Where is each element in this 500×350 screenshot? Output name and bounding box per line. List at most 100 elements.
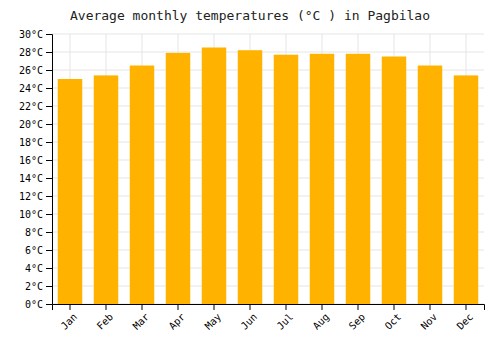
tick-label: 24°C: [19, 83, 43, 94]
tick: 16°C: [19, 155, 52, 166]
tick: Jul: [275, 304, 296, 332]
tick-label: Apr: [167, 311, 188, 332]
tick-label: 30°C: [19, 29, 43, 40]
tick: 18°C: [19, 137, 52, 148]
tick-mark: [46, 160, 52, 161]
tick-mark: [46, 250, 52, 251]
tick-label: 22°C: [19, 101, 43, 112]
tick-mark: [142, 304, 143, 310]
bar: [454, 75, 478, 304]
tick: 2°C: [25, 281, 52, 292]
chart: Average monthly temperatures (°C ) in Pa…: [0, 0, 500, 350]
plot: 0°C 2°C 4°C 6°C 8°C 10°C 12°C 14°C 16°C 18°C 20°C 2…: [19, 29, 485, 332]
tick: 26°C: [19, 65, 52, 76]
bar: [166, 53, 190, 304]
tick-label: May: [203, 311, 224, 332]
tick-mark: [46, 232, 52, 233]
tick-label: Mar: [131, 311, 152, 332]
tick: 24°C: [19, 83, 52, 94]
tick-mark: [46, 178, 52, 179]
bar: [94, 75, 118, 304]
tick: Mar: [131, 304, 152, 332]
tick: 12°C: [19, 191, 52, 202]
tick: 22°C: [19, 101, 52, 112]
tick-label: 18°C: [19, 137, 43, 148]
bar: [238, 50, 262, 304]
tick-label: 20°C: [19, 119, 43, 130]
grid-line: [52, 34, 484, 35]
tick-mark: [46, 286, 52, 287]
tick: 6°C: [25, 245, 52, 256]
bar: [418, 66, 442, 305]
tick-label: Jan: [59, 311, 80, 332]
tick-mark: [322, 304, 323, 310]
tick-mark: [46, 304, 52, 305]
grid: [52, 34, 484, 304]
tick: Jan: [59, 304, 80, 332]
tick-label: 6°C: [25, 245, 43, 256]
tick: 8°C: [25, 227, 52, 238]
tick-label: Nov: [419, 311, 440, 332]
bar: [382, 57, 406, 305]
tick-mark: [70, 304, 71, 310]
grid-line: [52, 52, 484, 53]
bar: [346, 54, 370, 304]
tick-label: 8°C: [25, 227, 43, 238]
tick: 28°C: [19, 47, 52, 58]
tick-label: Aug: [311, 311, 332, 332]
tick-label: 10°C: [19, 209, 43, 220]
tick-label: Jul: [275, 311, 296, 332]
tick-label: 2°C: [25, 281, 43, 292]
tick-mark: [466, 304, 467, 310]
tick-label: Jun: [239, 311, 260, 332]
bar: [130, 66, 154, 305]
tick-label: 4°C: [25, 263, 43, 274]
tick: Apr: [167, 304, 188, 332]
tick-label: 16°C: [19, 155, 43, 166]
tick: Oct: [383, 304, 404, 332]
axis-line: [46, 35, 53, 305]
tick-label: Dec: [455, 311, 476, 332]
axis-line: [53, 305, 485, 311]
tick: 0°C: [25, 299, 52, 310]
x-axis: Jan Feb Mar Apr May Jun Jul Aug Sep Oct Nov Dec: [53, 304, 485, 332]
tick: Feb: [95, 304, 116, 332]
tick-label: 14°C: [19, 173, 43, 184]
tick-mark: [46, 196, 52, 197]
bars: [58, 48, 478, 305]
bar: [202, 48, 226, 305]
tick: Jun: [239, 304, 260, 332]
tick-label: Feb: [95, 311, 116, 332]
tick-mark: [358, 304, 359, 310]
tick-label: 12°C: [19, 191, 43, 202]
tick-label: Oct: [383, 311, 404, 332]
tick-mark: [46, 268, 52, 269]
bar: [274, 55, 298, 304]
tick-mark: [250, 304, 251, 310]
tick-mark: [46, 34, 52, 35]
bar: [58, 79, 82, 304]
tick-label: 0°C: [25, 299, 43, 310]
y-axis: 0°C 2°C 4°C 6°C 8°C 10°C 12°C 14°C 16°C 18°C 20°C 2…: [19, 29, 53, 310]
tick: 14°C: [19, 173, 52, 184]
tick-label: 26°C: [19, 65, 43, 76]
tick-mark: [178, 304, 179, 310]
tick-mark: [46, 70, 52, 71]
tick-mark: [46, 214, 52, 215]
tick-label: 28°C: [19, 47, 43, 58]
tick-mark: [46, 106, 52, 107]
title: Average monthly temperatures (°C ) in Pa…: [70, 8, 430, 23]
tick-mark: [46, 88, 52, 89]
tick-mark: [286, 304, 287, 310]
tick: Aug: [311, 304, 332, 332]
tick: Sep: [347, 304, 368, 332]
tick: May: [203, 304, 224, 332]
tick: 20°C: [19, 119, 52, 130]
tick: 10°C: [19, 209, 52, 220]
tick: 4°C: [25, 263, 52, 274]
tick-mark: [46, 142, 52, 143]
tick-mark: [430, 304, 431, 310]
tick: 30°C: [19, 29, 52, 40]
tick-mark: [106, 304, 107, 310]
tick: Dec: [455, 304, 476, 332]
